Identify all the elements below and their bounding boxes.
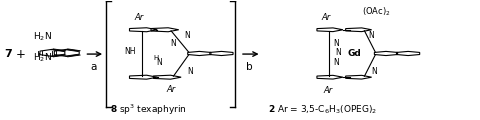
Text: N: N [156,58,161,67]
Text: N: N [369,31,374,40]
Text: N: N [333,58,338,67]
Text: $\mathbf{8}$ sp$^3$ texaphyrin: $\mathbf{8}$ sp$^3$ texaphyrin [110,103,186,117]
Text: NH: NH [124,47,136,56]
Text: 7: 7 [4,49,12,59]
Text: a: a [91,62,97,72]
Text: N: N [184,31,190,40]
Text: H$_2$N: H$_2$N [33,30,52,42]
Text: Ar: Ar [322,13,331,22]
Text: (OAc)$_2$: (OAc)$_2$ [362,6,391,18]
Text: b: b [246,62,253,72]
Text: Ar: Ar [324,86,333,95]
Text: N: N [333,39,338,48]
Text: H: H [154,55,159,61]
Text: N: N [335,48,341,57]
Text: $\mathbf{2}$ Ar = 3,5-C$_6$H$_3$(OPEG)$_2$: $\mathbf{2}$ Ar = 3,5-C$_6$H$_3$(OPEG)$_… [268,104,377,116]
Text: Gd: Gd [348,49,362,58]
Text: Ar: Ar [166,85,175,94]
Text: H$_2$N: H$_2$N [33,51,52,64]
Text: N: N [187,67,192,76]
Text: +: + [16,48,26,61]
Text: N: N [170,39,176,48]
Text: Ar: Ar [135,13,144,22]
Text: N: N [371,67,377,76]
